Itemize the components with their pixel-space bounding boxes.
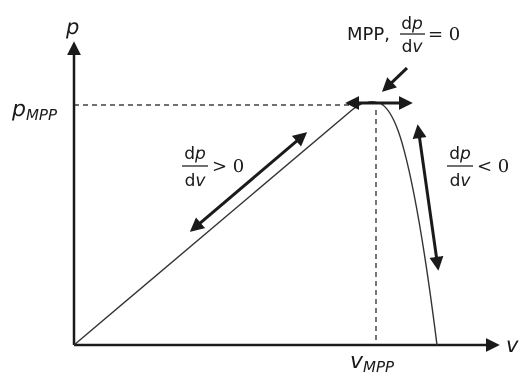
p-mpp-label: pMPP [11, 97, 58, 124]
right-slope-arrow [412, 124, 444, 271]
svg-text:dv: dv [402, 37, 424, 57]
svg-text:dp: dp [184, 144, 206, 164]
x-axis-label: v [506, 333, 519, 357]
v-mpp-label: vMPP [350, 349, 395, 376]
svg-text:= 0: = 0 [428, 24, 460, 45]
svg-text:dp: dp [449, 144, 471, 164]
svg-text:> 0: > 0 [212, 156, 244, 177]
svg-text:dv: dv [450, 171, 472, 191]
svg-text:dp: dp [401, 14, 423, 34]
svg-text:dv: dv [185, 171, 207, 191]
y-axis-label: p [65, 15, 79, 39]
left-slope-arrow [189, 132, 308, 232]
svg-text:< 0: < 0 [477, 156, 509, 177]
left-slope-label: dp dv > 0 [182, 144, 244, 191]
mpp-label: MPP, dp dv = 0 [347, 14, 460, 57]
power-voltage-curve [73, 100, 438, 346]
svg-text:MPP,: MPP, [347, 24, 390, 45]
mpp-pointer-arrow [381, 66, 409, 92]
right-slope-label: dp dv < 0 [447, 144, 509, 191]
